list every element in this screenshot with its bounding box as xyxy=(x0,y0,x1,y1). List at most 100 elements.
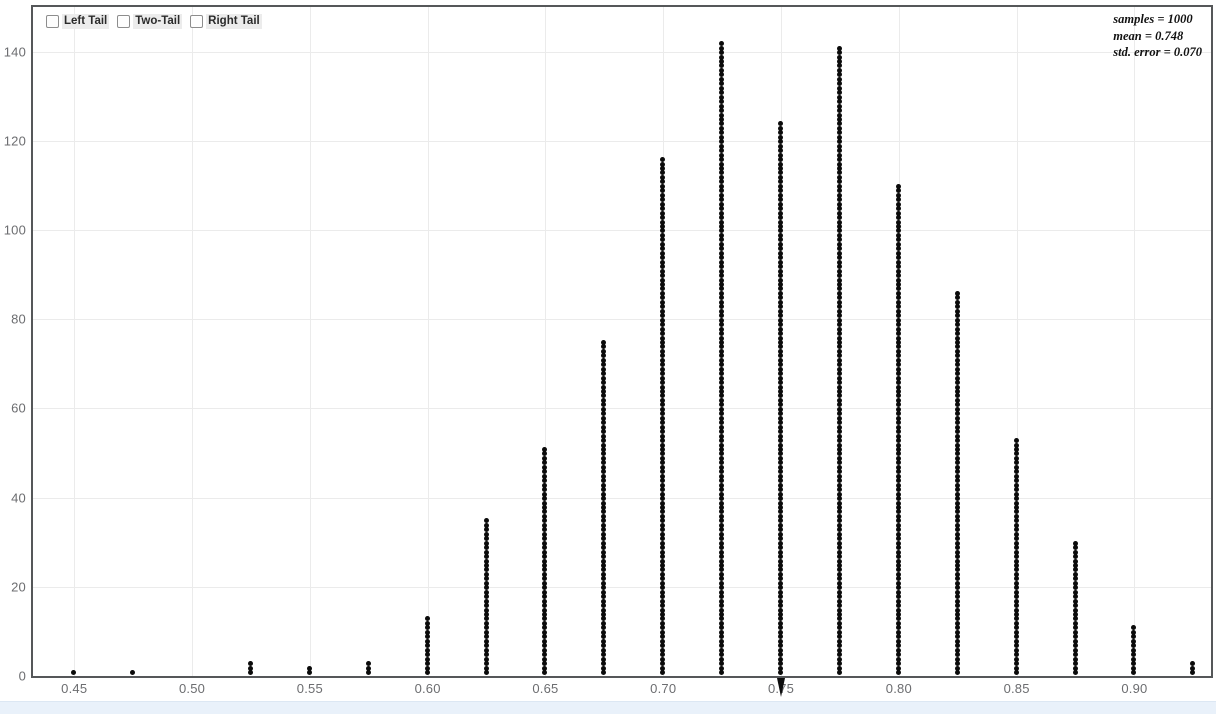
checkbox-label-two-tail[interactable]: Two-Tail xyxy=(133,14,183,29)
data-dot xyxy=(895,317,901,323)
data-dot xyxy=(1190,665,1196,671)
data-dot xyxy=(542,518,548,524)
data-dot xyxy=(954,420,960,426)
data-dot xyxy=(895,232,901,238)
data-dot xyxy=(778,420,784,426)
data-dot xyxy=(660,442,666,448)
data-dot xyxy=(778,304,784,310)
data-dot xyxy=(483,536,489,542)
data-dot xyxy=(778,192,784,198)
data-dot xyxy=(719,72,725,78)
tail-option-right-tail[interactable]: Right Tail xyxy=(190,14,262,29)
data-dot xyxy=(778,384,784,390)
data-dot xyxy=(895,558,901,564)
data-dot xyxy=(895,500,901,506)
data-dot xyxy=(836,58,842,64)
data-dot xyxy=(660,344,666,350)
data-dot xyxy=(719,504,725,510)
data-dot xyxy=(1013,460,1019,466)
data-dot xyxy=(719,380,725,386)
data-dot xyxy=(601,549,607,555)
data-dot xyxy=(660,562,666,568)
data-dot xyxy=(660,420,666,426)
data-dot xyxy=(719,273,725,279)
x-axis-tick-label: 0.80 xyxy=(885,681,912,696)
data-dot xyxy=(660,429,666,435)
data-dot xyxy=(895,188,901,194)
data-dot xyxy=(778,585,784,591)
data-dot xyxy=(542,629,548,635)
dot-column xyxy=(719,7,725,676)
data-dot xyxy=(719,331,725,337)
data-dot xyxy=(719,344,725,350)
data-dot xyxy=(601,442,607,448)
data-dot xyxy=(895,259,901,265)
data-dot xyxy=(895,348,901,354)
checkbox-label-left-tail[interactable]: Left Tail xyxy=(62,14,110,29)
data-dot xyxy=(719,50,725,56)
checkbox-right-tail[interactable] xyxy=(190,15,204,28)
data-dot xyxy=(778,429,784,435)
data-dot xyxy=(836,500,842,506)
null-value-marker[interactable] xyxy=(777,678,786,697)
data-dot xyxy=(954,451,960,457)
tail-option-left-tail[interactable]: Left Tail xyxy=(46,14,110,29)
data-dot xyxy=(895,661,901,667)
data-dot xyxy=(836,487,842,493)
data-dot xyxy=(1131,652,1137,658)
data-dot xyxy=(660,308,666,314)
data-dot xyxy=(424,625,430,631)
data-dot xyxy=(895,478,901,484)
data-dot xyxy=(836,197,842,203)
data-dot xyxy=(836,406,842,412)
gridline-horizontal xyxy=(33,497,1211,499)
data-dot xyxy=(660,174,666,180)
data-dot xyxy=(895,509,901,515)
data-dot xyxy=(1013,558,1019,564)
data-dot xyxy=(542,576,548,582)
data-dot xyxy=(719,94,725,100)
data-dot xyxy=(601,473,607,479)
checkbox-label-right-tail[interactable]: Right Tail xyxy=(206,14,262,29)
checkbox-two-tail[interactable] xyxy=(117,15,131,28)
data-dot xyxy=(483,620,489,626)
data-dot xyxy=(895,371,901,377)
data-dot xyxy=(719,554,725,560)
data-dot xyxy=(719,460,725,466)
data-dot xyxy=(836,482,842,488)
data-dot xyxy=(719,335,725,341)
data-dot xyxy=(719,661,725,667)
data-dot xyxy=(483,540,489,546)
data-dot xyxy=(836,540,842,546)
data-dot xyxy=(836,125,842,131)
data-dot xyxy=(542,665,548,671)
tail-option-two-tail[interactable]: Two-Tail xyxy=(117,14,183,29)
data-dot xyxy=(719,313,725,319)
data-dot xyxy=(895,451,901,457)
data-dot xyxy=(778,250,784,256)
data-dot xyxy=(954,504,960,510)
data-dot xyxy=(424,634,430,640)
data-dot xyxy=(778,224,784,229)
data-dot xyxy=(719,393,725,399)
data-dot xyxy=(1013,594,1019,600)
data-dot xyxy=(719,442,725,448)
data-dot xyxy=(778,473,784,479)
data-dot xyxy=(836,397,842,403)
data-dot xyxy=(719,402,725,408)
data-dot xyxy=(836,424,842,430)
data-dot xyxy=(778,344,784,350)
data-dot xyxy=(483,567,489,573)
data-dot xyxy=(1072,661,1078,667)
data-dot xyxy=(836,81,842,87)
data-dot xyxy=(778,335,784,341)
data-dot xyxy=(483,571,489,577)
data-dot xyxy=(1013,451,1019,457)
data-dot xyxy=(660,415,666,421)
data-dot xyxy=(836,625,842,631)
data-dot xyxy=(895,447,901,452)
checkbox-left-tail[interactable] xyxy=(46,15,59,28)
x-axis-tick-label: 0.60 xyxy=(414,681,441,696)
data-dot xyxy=(1013,464,1019,470)
data-dot xyxy=(483,518,489,524)
